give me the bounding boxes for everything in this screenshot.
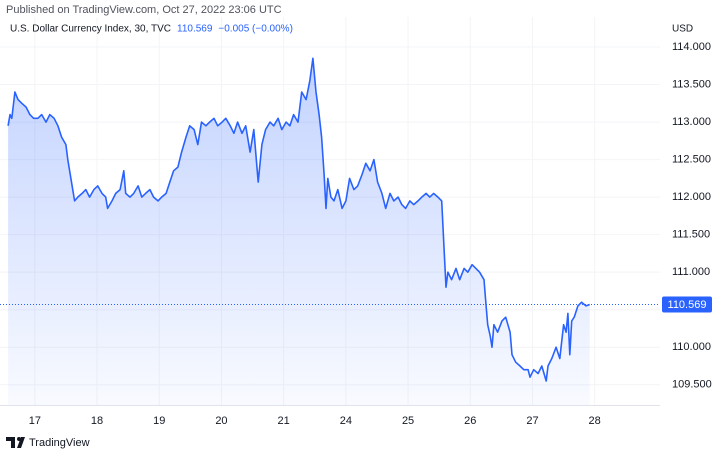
plot <box>0 57 660 406</box>
brand-name: TradingView <box>29 437 90 449</box>
y-axis-label: USD <box>672 24 693 35</box>
x-tick-label: 21 <box>278 415 290 427</box>
price-line <box>7 57 590 382</box>
y-tick-label: 111.000 <box>672 266 710 278</box>
x-tick-label: 19 <box>153 415 165 427</box>
y-tick-label: 112.500 <box>672 153 711 165</box>
area <box>8 58 590 406</box>
x-tick-label: 27 <box>526 415 538 427</box>
brand-logo <box>6 437 25 448</box>
y-tick-label: 112.000 <box>672 191 711 203</box>
published-note: Published on TradingView.com, Oct 27, 20… <box>6 4 282 16</box>
chart-title: U.S. Dollar Currency Index, 30, TVC <box>10 24 171 35</box>
y-tick-label: 111.500 <box>672 229 710 241</box>
last-price: 110.569 <box>177 24 213 35</box>
y-tick-label: 113.500 <box>672 78 711 90</box>
last-value-box <box>662 296 712 313</box>
x-tick-label: 20 <box>215 415 227 427</box>
y-tick-label: 110.000 <box>672 341 711 353</box>
y-tick-label: 114.000 <box>672 41 711 53</box>
price-change: −0.005 (−0.00%) <box>218 24 293 35</box>
y-tick-label: 113.000 <box>672 116 711 128</box>
y-tick-label: 109.500 <box>672 379 712 391</box>
x-tick-label: 26 <box>464 415 476 427</box>
last-value-label: 110.569 <box>668 299 707 311</box>
x-tick-label: 18 <box>91 415 103 427</box>
x-tick-label: 25 <box>402 415 414 427</box>
x-tick-label: 24 <box>340 415 352 427</box>
x-tick-label: 28 <box>589 415 601 427</box>
x-tick-label: 17 <box>29 415 41 427</box>
